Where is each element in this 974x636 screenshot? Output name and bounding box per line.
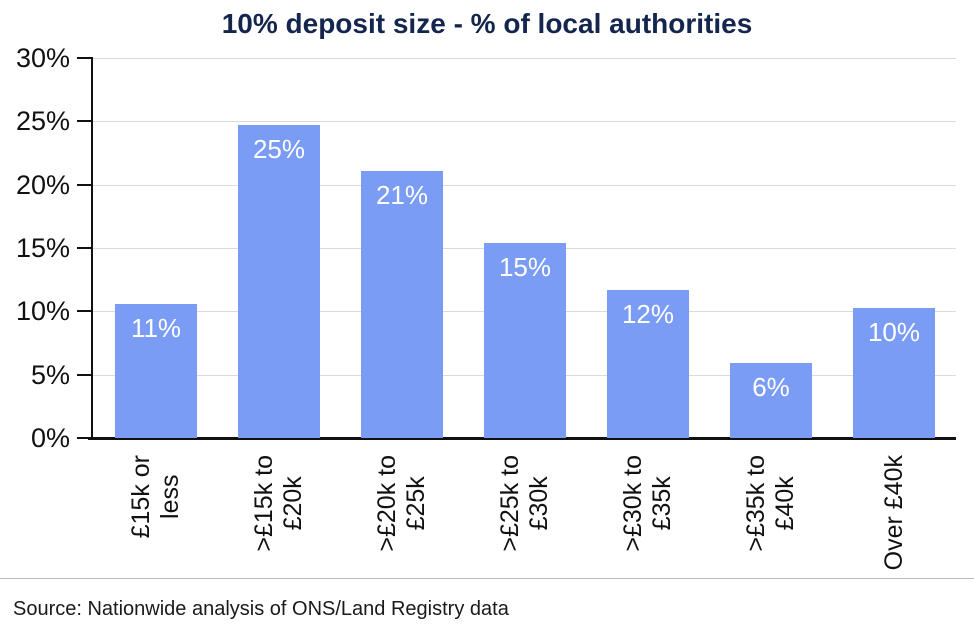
bar: 11% [115, 303, 197, 438]
source-text: Source: Nationwide analysis of ONS/Land … [13, 598, 509, 620]
chart-title: 10% deposit size - % of local authoritie… [221, 8, 753, 39]
y-axis-label: 30% [15, 43, 70, 73]
y-axis-label: 15% [15, 233, 70, 263]
gridline-30pct [93, 58, 956, 59]
bar: 15% [484, 242, 566, 438]
y-axis-tick [77, 247, 93, 249]
bar-value-label: 25% [252, 134, 306, 165]
bar: 6% [730, 363, 812, 438]
bar-value-label: 21% [375, 179, 429, 210]
gridline-20pct [93, 184, 956, 186]
x-axis-label-text: >£20k to £25k [373, 455, 430, 552]
y-axis-tick [77, 310, 93, 313]
y-axis-label: 20% [15, 169, 70, 200]
x-axis-label-text: Over £40k [879, 455, 908, 571]
x-axis-label: >£25k to £30k [493, 455, 557, 605]
y-axis-tick [77, 373, 93, 376]
y-axis-label: 25% [15, 106, 70, 137]
plot-area: 0% 5% 10% 15% 20% 25% 30% 11% 25% 21% 15% 12% 6% 10% £… [15, 43, 956, 570]
x-axis-label: >£15k to £20k [247, 455, 311, 605]
bar: 12% [607, 289, 689, 438]
x-axis-label-text: >£30k to £35k [619, 455, 676, 552]
bar: 10% [853, 307, 935, 438]
bar-value-label: 10% [867, 316, 921, 347]
x-axis-label-text: >£35k to £40k [742, 455, 799, 552]
x-axis-label: >£30k to £35k [616, 455, 680, 605]
x-axis-line [88, 437, 956, 440]
bar: 21% [361, 170, 443, 438]
bar-value-label: 6% [752, 372, 790, 403]
x-axis-label-text: £15k or less [127, 455, 184, 539]
x-axis-label: £15k or less [124, 455, 188, 605]
y-axis-label: 5% [30, 359, 70, 390]
bar-value-label: 12% [621, 298, 675, 329]
x-axis-label-text: >£15k to £20k [250, 455, 307, 552]
x-axis-label-text: >£25k to £30k [496, 455, 553, 552]
y-axis-tick [77, 183, 93, 186]
bar-value-label: 15% [498, 251, 552, 282]
bar: 25% [238, 125, 320, 438]
x-axis-label: >£20k to £25k [370, 455, 434, 605]
x-axis-label: Over £40k [862, 455, 926, 605]
y-axis-tick [77, 437, 93, 439]
bar-value-label: 11% [130, 312, 182, 343]
x-axis-label: >£35k to £40k [739, 455, 803, 605]
separator-line [0, 578, 974, 579]
y-axis-tick [77, 120, 93, 123]
y-axis-label: 10% [15, 296, 70, 327]
y-axis-tick [77, 57, 93, 59]
gridline-25pct [93, 121, 956, 123]
y-axis-label: 0% [30, 423, 70, 453]
